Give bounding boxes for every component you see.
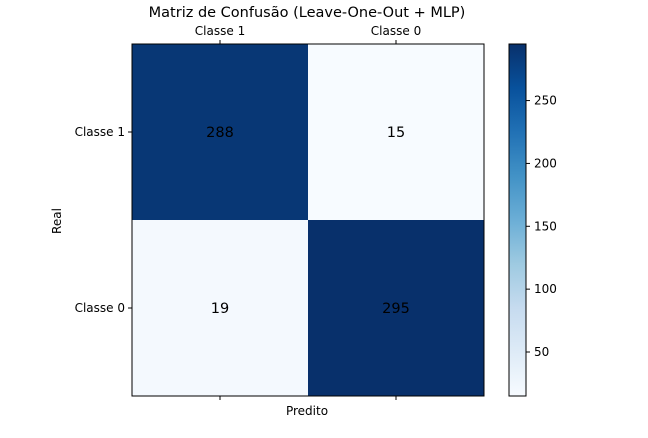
x-tick-label: Classe 1: [195, 24, 245, 38]
heatmap-cell: [308, 220, 484, 396]
y-axis-ticks: Classe 1 Classe 0: [75, 125, 132, 315]
cell-value-label: 295: [382, 301, 410, 317]
cell-value-label: 288: [206, 125, 234, 141]
heatmap-cell: [132, 220, 308, 396]
heatmap-cell: [132, 44, 308, 220]
cell-value-label: 15: [387, 125, 405, 141]
x-axis-label: Predito: [286, 404, 328, 418]
colorbar-ticks: 50 100 150 200 250: [526, 94, 557, 359]
cell-value-label: 19: [211, 301, 229, 317]
colorbar-tick-label: 100: [534, 282, 557, 296]
heatmap-cells: [132, 44, 484, 396]
colorbar-tick-label: 200: [534, 156, 557, 170]
heatmap-cell: [308, 44, 484, 220]
y-axis-label: Real: [50, 208, 64, 234]
heatmap-cell-labels: 288 15 19 295: [206, 125, 410, 317]
colorbar-tick-label: 250: [534, 94, 557, 108]
y-tick-label: Classe 1: [75, 125, 125, 139]
colorbar: [508, 43, 527, 397]
plot-frame: [131, 43, 485, 397]
chart-title: Matriz de Confusão (Leave-One-Out + MLP): [149, 5, 466, 21]
x-axis-ticks: Classe 1 Classe 0: [195, 24, 421, 400]
colorbar-tick-label: 50: [534, 345, 549, 359]
y-tick-label: Classe 0: [75, 301, 125, 315]
x-tick-label: Classe 0: [371, 24, 421, 38]
colorbar-tick-label: 150: [534, 219, 557, 233]
